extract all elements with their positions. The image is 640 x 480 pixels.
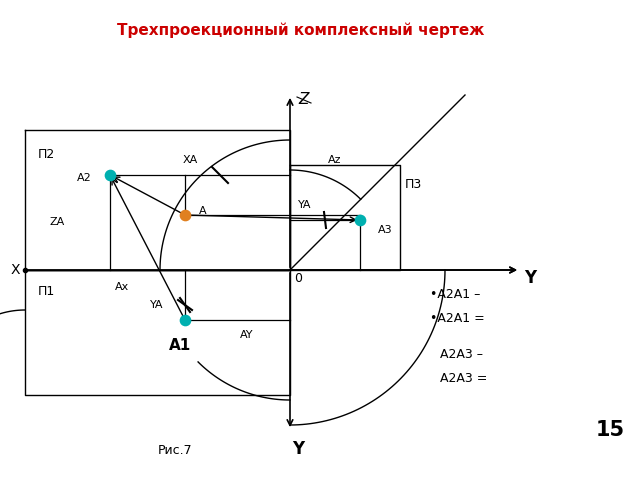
Text: •A2A1 –: •A2A1 – bbox=[430, 288, 481, 301]
Text: Az: Az bbox=[328, 155, 342, 165]
Text: A2: A2 bbox=[77, 173, 92, 183]
Text: A: A bbox=[199, 206, 207, 216]
Point bbox=[180, 316, 190, 324]
Text: Рис.7: Рис.7 bbox=[157, 444, 192, 456]
Text: ZA: ZA bbox=[50, 217, 65, 227]
Text: A1: A1 bbox=[169, 338, 191, 353]
Text: П3: П3 bbox=[405, 178, 422, 191]
Text: Y: Y bbox=[292, 440, 304, 458]
Text: YA: YA bbox=[298, 200, 312, 210]
Text: Ax: Ax bbox=[115, 282, 129, 292]
Text: A3: A3 bbox=[378, 225, 392, 235]
Text: YA: YA bbox=[150, 300, 163, 310]
Point bbox=[105, 171, 115, 179]
Text: Z: Z bbox=[299, 93, 309, 108]
Text: AY: AY bbox=[240, 330, 253, 340]
Text: A2A3 –: A2A3 – bbox=[440, 348, 483, 361]
Point bbox=[355, 216, 365, 224]
Text: A2A3 =: A2A3 = bbox=[440, 372, 488, 384]
Text: Y: Y bbox=[524, 269, 536, 287]
Text: 0: 0 bbox=[294, 272, 302, 285]
Text: XA: XA bbox=[182, 155, 198, 165]
Text: Трехпроекционный комплексный чертеж: Трехпроекционный комплексный чертеж bbox=[117, 22, 484, 37]
Text: П2: П2 bbox=[38, 148, 55, 161]
Text: П1: П1 bbox=[38, 285, 55, 298]
Text: X: X bbox=[10, 263, 20, 277]
Text: 15: 15 bbox=[595, 420, 625, 440]
Text: •A2A1 =: •A2A1 = bbox=[430, 312, 484, 324]
Point bbox=[180, 211, 190, 219]
